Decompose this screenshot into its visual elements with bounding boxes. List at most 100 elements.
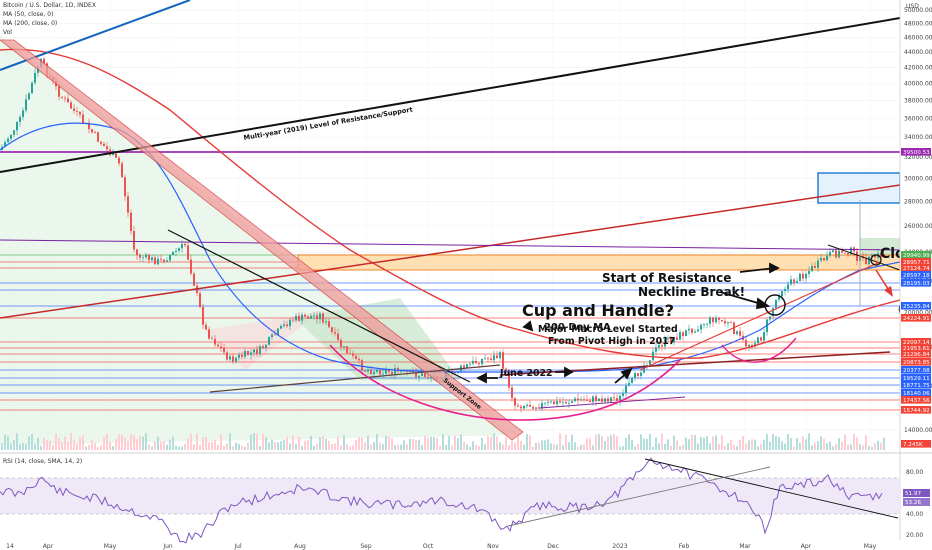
volume-bar [679, 446, 681, 450]
annotation-major-macro: Major Macro Level Started [538, 324, 678, 335]
candle-body [703, 324, 705, 326]
candle-body [247, 351, 249, 355]
candle-body [34, 72, 36, 83]
volume-bar [280, 441, 282, 450]
volume-bar [544, 440, 546, 450]
volume-bar [817, 441, 819, 450]
volume-bar [145, 433, 147, 450]
volume-bar [775, 436, 777, 450]
arrows [475, 262, 781, 384]
candle-body [823, 257, 825, 261]
candle-body [280, 325, 282, 329]
candle-body [664, 339, 666, 347]
volume-bar [508, 445, 510, 450]
candle-body [835, 250, 837, 258]
rsi-tick-label: 20.00 [906, 532, 923, 539]
candle-body [685, 330, 687, 337]
candle-body [763, 332, 765, 341]
candle-body [73, 108, 75, 111]
candle-body [709, 317, 711, 324]
volume-bar [730, 439, 732, 450]
volume-bar [790, 438, 792, 450]
x-tick-label: May [104, 543, 117, 550]
candle-body [604, 398, 606, 402]
candle-body [718, 317, 720, 320]
candle-body [775, 299, 777, 309]
candle-body [808, 271, 810, 274]
volume-bar [112, 446, 114, 450]
price-tag-box [901, 258, 931, 266]
candle-body [556, 401, 558, 405]
candle-body [649, 360, 651, 366]
candle-body [322, 313, 324, 323]
candle-body [250, 352, 252, 355]
volume-bar [136, 439, 138, 450]
candle-body [760, 337, 762, 341]
candle-body [232, 356, 234, 362]
volume-bar [436, 438, 438, 450]
rsi-trend-up [507, 466, 771, 527]
candle-body [544, 402, 546, 404]
price-tag-box [901, 344, 931, 352]
candle-body [547, 401, 549, 403]
volume-bar [82, 435, 84, 450]
candle-body [301, 314, 303, 321]
volume-bar [550, 443, 552, 450]
volume-bar [37, 437, 39, 450]
volume-bar [316, 443, 318, 450]
volume-bar [493, 433, 495, 450]
volume-bar [178, 446, 180, 450]
candle-body [697, 329, 699, 332]
volume-bar [526, 433, 528, 450]
candle-body [514, 398, 516, 406]
candle-body [559, 401, 561, 403]
volume-bar [121, 434, 123, 450]
volume-bar [559, 433, 561, 450]
volume-bar [442, 434, 444, 450]
candle-body [634, 373, 636, 378]
volume-bar [667, 439, 669, 450]
price-tag-value: 7.245K [903, 442, 923, 448]
candle-body [373, 371, 375, 375]
volume-bar [283, 439, 285, 450]
candle-body [118, 157, 120, 164]
candle-body [286, 324, 288, 327]
volume-bar [124, 437, 126, 450]
volume-bar [307, 440, 309, 450]
volume-bar [724, 446, 726, 450]
candle-body [532, 406, 534, 409]
volume-bar [634, 446, 636, 450]
volume-bar [487, 436, 489, 450]
candle-body [883, 254, 885, 257]
candle-body [271, 334, 273, 338]
volume-bar [571, 434, 573, 450]
rsi-tick-label: 80.00 [906, 469, 923, 476]
volume-bar [220, 434, 222, 450]
candle-body [607, 398, 609, 402]
volume-bar [625, 438, 627, 450]
volume-bar [589, 438, 591, 450]
y-tick-label: 44000.00 [904, 49, 932, 56]
price-tag-box [901, 389, 931, 397]
price-tag-box [901, 366, 931, 374]
candle-body [469, 363, 471, 365]
volume-bar [649, 433, 651, 450]
volume-bar [685, 437, 687, 450]
volume-bar [88, 444, 90, 450]
volume-bar [661, 433, 663, 450]
candle-body [187, 245, 189, 260]
candle-body [682, 332, 684, 337]
volume-bar [829, 441, 831, 450]
candle-body [496, 355, 498, 359]
rsi-trend-down [644, 458, 899, 519]
volume-bar [202, 437, 204, 450]
volume-bar [673, 435, 675, 450]
candle-body [103, 143, 105, 147]
volume-bar [94, 442, 96, 450]
volume-bar [313, 445, 315, 450]
volume-bar [697, 443, 699, 450]
candle-body [76, 110, 78, 112]
volume-bar [583, 444, 585, 450]
volume-bar [883, 437, 885, 450]
y-tick-label: 38000.00 [904, 98, 932, 105]
